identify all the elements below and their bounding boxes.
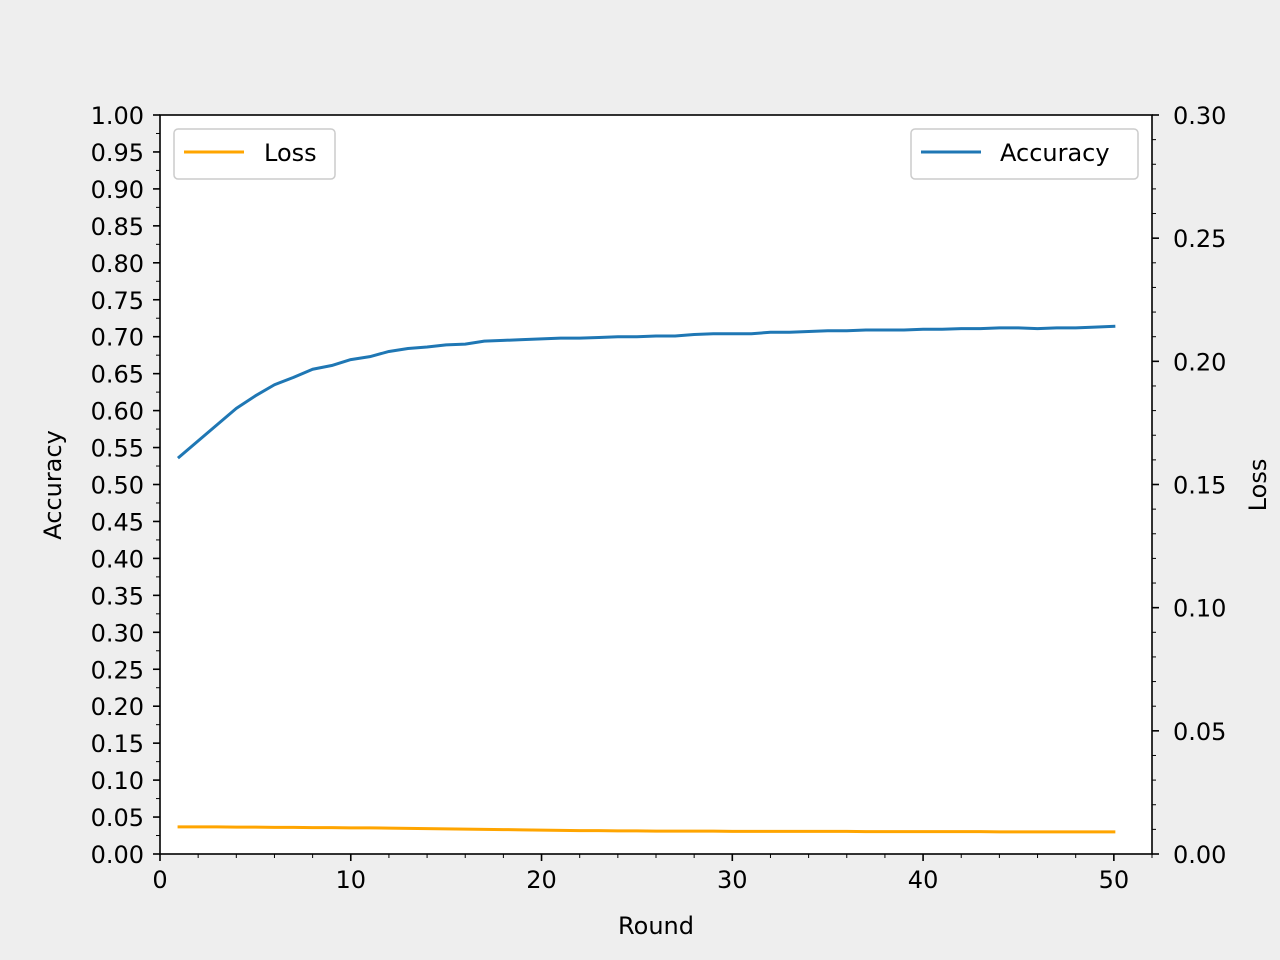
y-right-tick-label: 0.05 — [1173, 718, 1226, 746]
x-tick-label: 0 — [152, 866, 167, 894]
y-left-tick-label: 0.45 — [91, 508, 144, 536]
x-axis-title: Round — [618, 912, 694, 940]
y-left-tick-label: 0.95 — [91, 139, 144, 167]
series-line-loss — [177, 825, 1116, 834]
y-left-tick-label: 0.90 — [91, 176, 144, 204]
y-left-tick-label: 0.15 — [91, 730, 144, 758]
series-line-accuracy — [176, 324, 1116, 460]
plot-frame — [159, 114, 1153, 855]
y-left-tick-label: 0.30 — [91, 619, 144, 647]
y-right-tick-label: 0.10 — [1173, 595, 1226, 623]
y-left-tick-label: 0.00 — [91, 841, 144, 869]
y-right-tick-label: 0.15 — [1173, 472, 1226, 500]
y-left-tick-label: 0.80 — [91, 250, 144, 278]
legend-accuracy-box — [910, 128, 1139, 180]
y-left-tick-label: 0.05 — [91, 804, 144, 832]
y-left-tick-label: 0.55 — [91, 435, 144, 463]
legend-loss: Loss — [173, 128, 336, 180]
plot-area — [160, 115, 1152, 854]
y-left-tick-label: 0.85 — [91, 213, 144, 241]
y-left-axis-title: Accuracy — [39, 430, 67, 540]
y-left-tick-label: 0.25 — [91, 656, 144, 684]
legend-accuracy-label: Accuracy — [1000, 139, 1110, 167]
legend-loss-box — [173, 128, 336, 180]
x-tick-label: 20 — [526, 866, 557, 894]
y-left-tick-label: 0.65 — [91, 361, 144, 389]
y-left-tick-label: 1.00 — [91, 102, 144, 130]
legend-accuracy: Accuracy — [910, 128, 1139, 180]
y-right-tick-label: 0.30 — [1173, 102, 1226, 130]
x-tick-label: 50 — [1099, 866, 1130, 894]
y-left-tick-label: 0.70 — [91, 324, 144, 352]
y-right-tick-label: 0.20 — [1173, 348, 1226, 376]
x-tick-label: 30 — [717, 866, 748, 894]
y-left-tick-label: 0.60 — [91, 398, 144, 426]
ticks-layer: 0 10 20 30 40 50 0.00 0.05 0.10 0.15 0.20 0.25 0.30 0… — [91, 102, 1227, 894]
x-tick-label: 10 — [335, 866, 366, 894]
y-left-tick-label: 0.10 — [91, 767, 144, 795]
y-left-tick-label: 0.50 — [91, 472, 144, 500]
y-left-tick-label: 0.20 — [91, 693, 144, 721]
y-left-tick-label: 0.40 — [91, 545, 144, 573]
y-right-tick-label: 0.25 — [1173, 225, 1226, 253]
legend-loss-label: Loss — [264, 139, 317, 167]
y-right-tick-label: 0.00 — [1173, 841, 1226, 869]
y-left-tick-label: 0.35 — [91, 582, 144, 610]
series-layer — [176, 324, 1116, 834]
x-tick-label: 40 — [908, 866, 939, 894]
y-left-tick-label: 0.75 — [91, 287, 144, 315]
y-right-axis-title: Loss — [1244, 459, 1272, 512]
